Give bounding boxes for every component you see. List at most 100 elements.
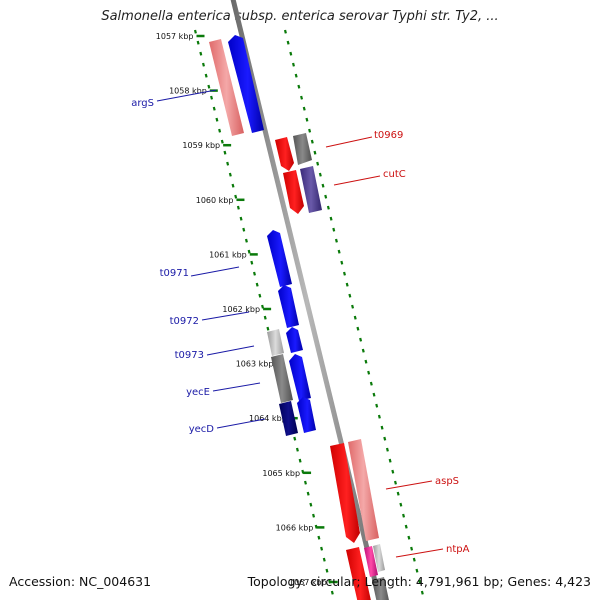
ruler-dot-right xyxy=(418,579,422,584)
ruler-dot-right xyxy=(372,392,376,397)
gene-arrow[interactable] xyxy=(373,544,385,572)
ruler-track-left xyxy=(193,29,334,595)
ruler-dot-right xyxy=(308,128,312,133)
ruler-dot-left xyxy=(204,73,208,78)
gene-arrow[interactable] xyxy=(372,577,390,600)
gene-arrow-argS[interactable] xyxy=(228,35,264,133)
ruler-dot-right xyxy=(369,381,373,386)
ruler-dot-right xyxy=(297,84,301,89)
ruler-dot-left xyxy=(244,238,248,243)
gene-arrow[interactable] xyxy=(209,39,244,136)
gene-labels: argS t0971 t0972 t0973 yecE yecD t0969 c… xyxy=(131,89,470,558)
gene-label-t0969[interactable]: t0969 xyxy=(374,130,403,141)
gene-arrow[interactable] xyxy=(267,329,284,356)
gene-arrow-t0972[interactable] xyxy=(278,285,299,328)
ruler-dot-right xyxy=(410,546,414,551)
gene-label-t0972[interactable]: t0972 xyxy=(170,316,199,327)
ruler-dot-left xyxy=(298,458,302,463)
gene-arrow-yecD[interactable] xyxy=(279,401,298,436)
gene-label-yecE[interactable]: yecE xyxy=(186,387,210,398)
gene-label-argS[interactable]: argS xyxy=(131,98,154,109)
ruler-dot-left xyxy=(210,95,214,100)
gene-label-aspS[interactable]: aspS xyxy=(435,476,459,487)
ruler-tick-label: 1067 kbp xyxy=(289,578,327,587)
gene-arrow[interactable] xyxy=(364,546,378,577)
ruler-dot-right xyxy=(286,40,290,45)
gene-label-cutC[interactable]: cutC xyxy=(383,169,406,180)
ruler-dot-left xyxy=(247,249,251,254)
gene-features xyxy=(209,35,390,600)
ruler-dot-left xyxy=(320,546,324,551)
ruler-dot-left xyxy=(330,590,334,595)
ruler-dot-left xyxy=(322,557,326,562)
ruler-dot-right xyxy=(340,260,344,265)
ruler-tick-label: 1065 kbp xyxy=(262,469,300,478)
ruler-dot-left xyxy=(306,491,310,496)
gene-arrow-t0973[interactable] xyxy=(286,327,303,353)
ruler-tick-label: 1061 kbp xyxy=(209,250,247,259)
ruler-dot-left xyxy=(261,304,265,309)
ruler-dot-left xyxy=(196,40,200,45)
ruler-dot-right xyxy=(394,480,397,485)
gene-arrow-t0971[interactable] xyxy=(267,230,292,287)
ruler-dot-left xyxy=(253,271,256,276)
ruler-dot-right xyxy=(375,403,379,408)
gene-arrow-yecE[interactable] xyxy=(289,354,311,401)
topology-text: Topology: circular; Length: 4,791,961 bp… xyxy=(247,574,591,589)
ruler-tick-label: 1063 kbp xyxy=(236,360,274,369)
ruler-dot-right xyxy=(283,29,287,34)
gene-arrow[interactable] xyxy=(297,397,316,433)
ruler-dot-right xyxy=(329,216,333,221)
gene-arrow[interactable] xyxy=(300,166,322,213)
ruler-dot-right xyxy=(404,524,408,529)
ruler-dot-right xyxy=(361,348,365,353)
ruler-dot-right xyxy=(385,447,389,452)
ruler-track-right xyxy=(283,29,424,595)
ruler-dot-right xyxy=(351,304,355,309)
ruler-dot-right xyxy=(396,491,400,496)
ruler-dot-left xyxy=(199,51,203,56)
ruler-tick-label: 1060 kbp xyxy=(196,196,234,205)
ruler-dot-right xyxy=(326,205,330,210)
ruler-dot-right xyxy=(420,590,424,595)
ruler-dot-left xyxy=(215,117,219,122)
gene-arrow-t0969[interactable] xyxy=(275,137,294,171)
ruler-dot-left xyxy=(234,194,238,199)
ruler-dot-right xyxy=(388,458,392,463)
ruler-dot-right xyxy=(292,62,295,67)
gene-label-t0973[interactable]: t0973 xyxy=(175,350,204,361)
ruler-dot-left xyxy=(242,227,246,232)
ruler-dot-right xyxy=(359,337,363,342)
ruler-dot-left xyxy=(304,480,307,485)
ruler-dot-left xyxy=(312,513,316,518)
ruler-dot-left xyxy=(218,128,222,133)
ruler-tick-label: 1062 kbp xyxy=(222,305,260,314)
ruler-dot-right xyxy=(367,370,371,375)
ruler-dot-right xyxy=(348,293,352,298)
gene-arrow-cutC[interactable] xyxy=(283,170,304,214)
ruler-dot-right xyxy=(310,139,314,144)
ruler-dot-right xyxy=(343,271,346,276)
gene-arrow[interactable] xyxy=(271,354,293,403)
ruler-dot-right xyxy=(318,172,322,177)
ruler-dot-right xyxy=(321,183,325,188)
ruler-dot-left xyxy=(266,326,270,331)
ruler-dot-left xyxy=(263,315,267,320)
ruler-dot-right xyxy=(356,326,360,331)
ruler-dot-right xyxy=(334,238,338,243)
gene-arrow[interactable] xyxy=(293,133,312,165)
gene-arrow-ntpA[interactable] xyxy=(346,547,372,600)
gene-label-t0971[interactable]: t0971 xyxy=(160,268,189,279)
ruler-dot-right xyxy=(324,194,328,199)
ruler-dot-right xyxy=(399,502,403,507)
ruler-dot-left xyxy=(295,447,299,452)
gene-label-ntpA[interactable]: ntpA xyxy=(446,544,470,555)
ruler-dot-left xyxy=(239,216,243,221)
ruler-tick-label: 1064 kbp xyxy=(249,414,287,423)
gene-arrow-aspS[interactable] xyxy=(330,443,360,543)
map-title: Salmonella enterica subsp. enterica sero… xyxy=(101,9,499,24)
ruler-dot-right xyxy=(302,106,306,111)
gene-label-yecD[interactable]: yecD xyxy=(189,424,215,435)
gene-arrow[interactable] xyxy=(348,439,379,541)
ruler-dot-left xyxy=(231,183,235,188)
